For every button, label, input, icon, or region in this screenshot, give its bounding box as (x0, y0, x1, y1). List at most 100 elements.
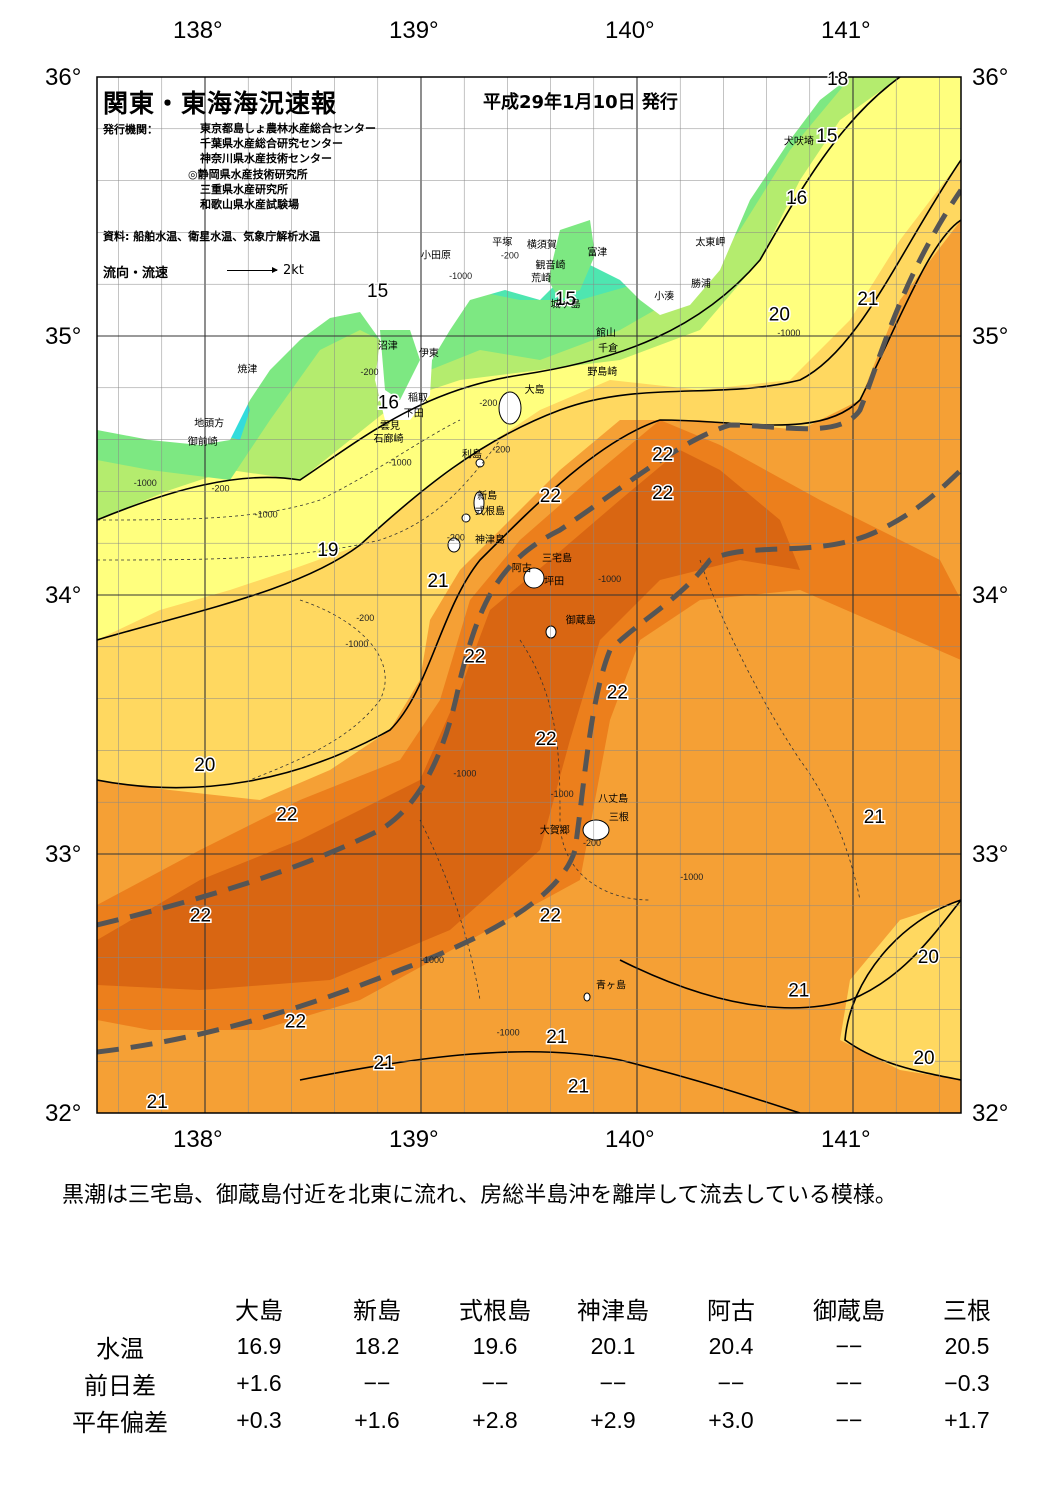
row-label: 平年偏差 (72, 1409, 168, 1437)
lon-label-top: 139° (389, 17, 439, 44)
lon-label-bottom: 138° (173, 1126, 223, 1153)
depth-label: -1000 (598, 574, 621, 584)
agency-item: 神奈川県水産技術センター (200, 152, 332, 166)
place-label: 御蔵島 (566, 613, 596, 626)
depth-label: -1000 (453, 768, 476, 778)
isotherm-label: 20 (769, 304, 790, 325)
table-cell: +1.6 (354, 1407, 400, 1433)
lat-label-right: 34° (972, 582, 1008, 609)
isotherm-label: 22 (607, 683, 628, 704)
depth-label: -200 (583, 838, 601, 848)
place-label: 千倉 (598, 342, 618, 355)
depth-label: -1000 (345, 639, 368, 649)
depth-label: -200 (492, 445, 510, 455)
place-label: 御前崎 (188, 435, 218, 448)
isotherm-label: 22 (190, 905, 211, 926)
table-cell: +1.6 (236, 1370, 282, 1396)
island-toshima (475, 458, 485, 468)
lat-label-right: 36° (972, 64, 1008, 91)
water-temperature-table: 大島 新島 式根島 神津島 阿古 御蔵島 三根 水温 16.9 18.2 19.… (40, 1288, 1026, 1439)
lat-label-left: 36° (45, 64, 81, 91)
depth-label: -200 (211, 483, 229, 493)
place-label: 青ヶ島 (596, 979, 626, 992)
depth-label: -1000 (421, 955, 444, 965)
table-col-header: 新島 (353, 1296, 401, 1325)
agency-item: 東京都島しょ農林水産総合センター (200, 122, 376, 135)
table-cell: 19.6 (472, 1333, 518, 1359)
isotherm-label: 19 (317, 540, 338, 561)
place-label: 犬吠埼 (784, 134, 814, 147)
summary-text: 黒潮は三宅島、御蔵島付近を北東に流れ、房総半島沖を離岸して流去している模様。 (62, 1183, 897, 1208)
isotherm-label: 21 (373, 1053, 394, 1074)
isotherm-label: 15 (367, 281, 388, 302)
issue-date: 平成29年1月10日 発行 (483, 92, 678, 113)
land-boso (590, 77, 820, 250)
sea-20-se (840, 900, 961, 1080)
table-cell: 16.9 (236, 1333, 282, 1359)
map-title: 関東・東海海況速報 (103, 89, 338, 118)
agency-label: 発行機関： (103, 123, 158, 136)
place-label: 富津 (587, 246, 607, 259)
place-label: 八丈島 (598, 792, 628, 805)
place-label: 地頭方 (194, 417, 224, 430)
place-label: 荒崎 (531, 272, 551, 285)
isotherm-label: 21 (546, 1027, 567, 1048)
depth-label: -1000 (134, 478, 157, 488)
agency-item: 三重県水産研究所 (200, 182, 288, 196)
lat-label-left: 32° (45, 1100, 81, 1127)
lon-label-bottom: 141° (821, 1126, 871, 1153)
lon-label-top: 138° (173, 17, 223, 44)
table-col-header: 大島 (235, 1296, 283, 1325)
tokyo-bay (548, 220, 595, 300)
place-label: 小湊 (654, 290, 674, 303)
table-header-row: 大島 新島 式根島 神津島 阿古 御蔵島 三根 (40, 1288, 1026, 1328)
lat-lon-grid (97, 77, 961, 1113)
depth-label: -1000 (680, 872, 703, 882)
isotherm-label: 22 (652, 444, 673, 465)
map-frame (96, 76, 962, 1114)
isotherm-label: 21 (857, 289, 878, 310)
isotherm-label: 21 (788, 980, 809, 1001)
table-cell: +2.8 (472, 1407, 518, 1433)
table-col-header: 三根 (943, 1296, 991, 1325)
isotherm-label: 16 (786, 188, 807, 209)
place-label: 野島崎 (587, 365, 617, 378)
table-cell: −− (481, 1370, 509, 1396)
table-cell: −− (835, 1407, 863, 1433)
lon-label-top: 140° (605, 17, 655, 44)
place-label: 新島 (477, 489, 497, 502)
place-label: 大島 (525, 383, 545, 396)
place-label: 下田 (404, 408, 424, 419)
island-miyakejima (523, 567, 545, 589)
place-label: 石廊崎 (373, 432, 403, 445)
lat-label-right: 35° (972, 323, 1008, 350)
agency-item: ◎静岡県水産技術研究所 (188, 167, 308, 181)
axis-labels: 138° 138° 139° 139° 140° 140° 141° 141° 36° 36° 35… (45, 17, 1008, 1153)
isotherm-label: 22 (464, 646, 485, 667)
depth-label: -1000 (449, 271, 472, 281)
flow-legend-label: 流向・流速 (103, 266, 169, 281)
place-label: 小田原 (421, 249, 451, 261)
place-label: 利島 (462, 448, 482, 461)
island-shikinejima (461, 513, 471, 523)
place-label: 坪田 (544, 575, 564, 588)
table-row: 水温 16.9 18.2 19.6 20.1 20.4 −− 20.5 (40, 1328, 1026, 1365)
row-label: 水温 (96, 1335, 144, 1363)
table-cell: −− (717, 1370, 745, 1396)
depth-label: -1000 (497, 1027, 520, 1037)
flow-legend-unit: 2kt (283, 263, 304, 278)
lat-label-left: 33° (45, 841, 81, 868)
lon-label-top: 141° (821, 17, 871, 44)
island-hachijojima (582, 819, 610, 841)
table-cell: −− (599, 1370, 627, 1396)
place-label: 平塚 (492, 236, 512, 248)
isotherm-label: 21 (864, 807, 885, 828)
sea-23-core (97, 450, 800, 990)
depth-label: -200 (447, 533, 465, 543)
table-col-header: 阿古 (707, 1296, 755, 1325)
agency-item: 千葉県水産総合研究センター (200, 137, 343, 151)
isotherm-label: 21 (147, 1092, 168, 1113)
isotherm-label: 22 (285, 1012, 306, 1033)
place-label: 城ヶ島 (551, 298, 581, 311)
